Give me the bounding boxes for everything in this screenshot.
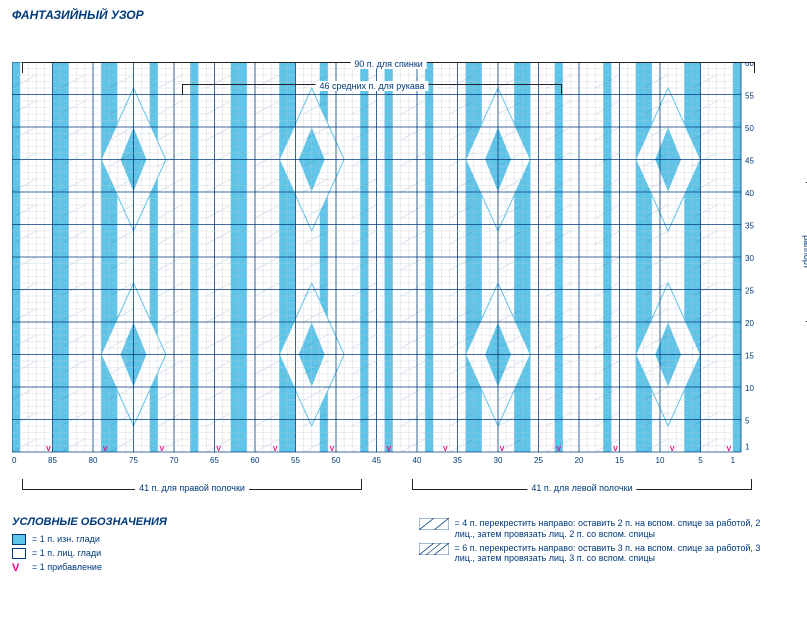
- cable-icon: [419, 543, 449, 555]
- bracket-right: раппорт: [803, 182, 807, 322]
- svg-text:85: 85: [48, 456, 57, 465]
- svg-text:1: 1: [745, 443, 750, 452]
- cable-icon: [419, 518, 449, 530]
- svg-text:25: 25: [745, 287, 754, 296]
- svg-text:15: 15: [615, 456, 624, 465]
- svg-text:40: 40: [745, 189, 754, 198]
- legend-label: = 1 прибавление: [32, 562, 102, 572]
- legend-title: УСЛОВНЫЕ ОБОЗНАЧЕНИЯ: [12, 516, 389, 528]
- svg-text:80: 80: [89, 456, 98, 465]
- svg-text:V: V: [727, 446, 732, 453]
- svg-text:V: V: [330, 446, 335, 453]
- svg-text:5: 5: [698, 456, 703, 465]
- svg-text:50: 50: [745, 124, 754, 133]
- legend-item: = 6 п. перекрестить направо: оставить 3 …: [419, 543, 796, 565]
- svg-text:V: V: [46, 446, 51, 453]
- svg-text:20: 20: [745, 319, 754, 328]
- legend-right: = 4 п. перекрестить направо: оставить 2 …: [419, 518, 796, 564]
- bracket-top-mid: 46 средних п. для рукава: [182, 84, 562, 98]
- svg-text:45: 45: [745, 157, 754, 166]
- knitting-chart: VVVVVVVVVVVVV151015202530354045505560151…: [12, 62, 769, 466]
- bracket-bottom-left: 41 п. для правой полочки: [22, 476, 362, 490]
- svg-text:40: 40: [413, 456, 422, 465]
- legend-swatch: [12, 548, 26, 559]
- bracket-top-full: 90 п. для спинки: [22, 62, 755, 76]
- legend-item: = 1 п. лиц. глади: [12, 548, 389, 559]
- bracket-top-mid-label: 46 средних п. для рукава: [315, 81, 428, 91]
- legend-left: = 1 п. изн. глади = 1 п. лиц. глади V = 1 п…: [12, 534, 389, 574]
- svg-text:75: 75: [129, 456, 138, 465]
- svg-text:30: 30: [494, 456, 503, 465]
- svg-text:10: 10: [745, 384, 754, 393]
- svg-text:65: 65: [210, 456, 219, 465]
- svg-text:60: 60: [251, 456, 260, 465]
- legend-item: = 1 п. изн. глади: [12, 534, 389, 545]
- bracket-bottom-right: 41 п. для левой полочки: [412, 476, 752, 490]
- bracket-bottom-right-label: 41 п. для левой полочки: [527, 483, 636, 493]
- svg-text:V: V: [613, 446, 618, 453]
- svg-text:55: 55: [745, 92, 754, 101]
- bracket-top-full-label: 90 п. для спинки: [350, 59, 427, 69]
- svg-text:50: 50: [332, 456, 341, 465]
- legend-label: = 1 п. лиц. глади: [32, 548, 101, 558]
- svg-text:V: V: [556, 446, 561, 453]
- legend-swatch: [12, 534, 26, 545]
- svg-text:V: V: [160, 446, 165, 453]
- svg-text:35: 35: [453, 456, 462, 465]
- bracket-bottom-left-label: 41 п. для правой полочки: [135, 483, 249, 493]
- svg-text:55: 55: [291, 456, 300, 465]
- svg-text:V: V: [386, 446, 391, 453]
- svg-text:V: V: [103, 446, 108, 453]
- svg-text:70: 70: [170, 456, 179, 465]
- svg-text:45: 45: [372, 456, 381, 465]
- legend-label: = 4 п. перекрестить направо: оставить 2 …: [455, 518, 775, 540]
- chart-wrap: 90 п. для спинки 46 средних п. для рукав…: [12, 62, 795, 466]
- svg-text:10: 10: [656, 456, 665, 465]
- svg-text:V: V: [443, 446, 448, 453]
- svg-text:90: 90: [12, 456, 17, 465]
- svg-text:V: V: [670, 446, 675, 453]
- svg-text:1: 1: [731, 456, 736, 465]
- svg-text:35: 35: [745, 222, 754, 231]
- legend-symbol: V: [12, 562, 26, 574]
- svg-text:5: 5: [745, 417, 750, 426]
- chart-title: ФАНТАЗИЙНЫЙ УЗОР: [12, 8, 795, 22]
- bracket-right-label: раппорт: [802, 235, 807, 269]
- legend-item: = 4 п. перекрестить направо: оставить 2 …: [419, 518, 796, 540]
- svg-text:30: 30: [745, 254, 754, 263]
- svg-text:V: V: [500, 446, 505, 453]
- legend-item: V = 1 прибавление: [12, 562, 389, 574]
- svg-text:20: 20: [575, 456, 584, 465]
- svg-text:V: V: [216, 446, 221, 453]
- legend-label: = 1 п. изн. глади: [32, 534, 100, 544]
- legend-label: = 6 п. перекрестить направо: оставить 3 …: [455, 543, 775, 565]
- svg-text:V: V: [273, 446, 278, 453]
- svg-text:15: 15: [745, 352, 754, 361]
- svg-text:25: 25: [534, 456, 543, 465]
